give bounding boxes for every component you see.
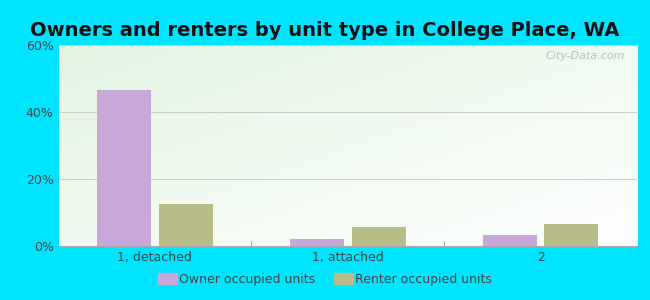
Bar <box>545 224 599 246</box>
Bar <box>159 204 213 246</box>
Text: City-Data.com: City-Data.com <box>546 51 625 61</box>
Bar <box>352 226 406 246</box>
Legend: Owner occupied units, Renter occupied units: Owner occupied units, Renter occupied un… <box>153 268 497 291</box>
Bar <box>97 90 151 246</box>
Text: Owners and renters by unit type in College Place, WA: Owners and renters by unit type in Colle… <box>31 21 619 40</box>
Bar <box>483 235 537 246</box>
Bar <box>290 238 344 246</box>
